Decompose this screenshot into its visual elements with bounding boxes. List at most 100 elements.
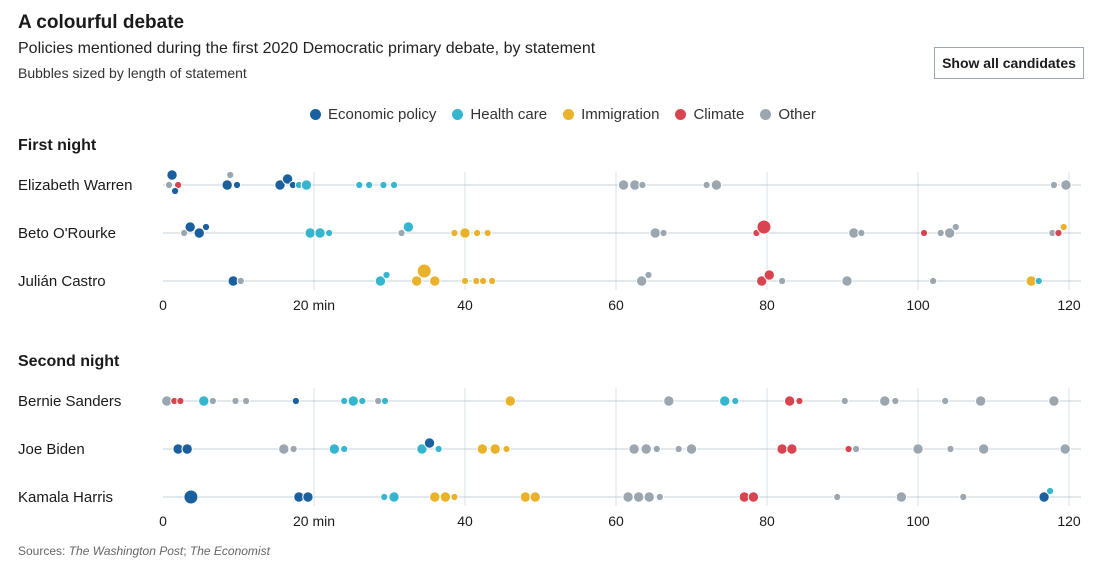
x-tick-label-first-night-0: 0 xyxy=(159,297,167,313)
bubble-julian-castro-cli xyxy=(763,269,775,281)
bubble-bernie-sanders-hc xyxy=(358,396,367,406)
bubble-beto-o-rourke-oth xyxy=(180,228,189,238)
bubble-elizabeth-warren-oth xyxy=(710,179,723,191)
bubble-beto-o-rourke-eco xyxy=(201,222,211,232)
bubble-beto-o-rourke-eco xyxy=(193,227,205,239)
x-tick-label-second-night-120: 120 xyxy=(1057,513,1081,529)
bubble-kamala-harris-eco xyxy=(183,489,199,505)
bubble-joe-biden-oth xyxy=(912,443,924,455)
bubble-elizabeth-warren-hc xyxy=(300,179,313,191)
bubble-julian-castro-imm xyxy=(429,275,441,287)
bubble-beto-o-rourke-imm xyxy=(472,228,482,238)
bubble-joe-biden-oth xyxy=(278,443,290,455)
sources-prefix: Sources: xyxy=(18,544,69,558)
bubble-beto-o-rourke-oth xyxy=(944,227,956,239)
bubble-beto-o-rourke-eco xyxy=(184,221,196,233)
bubble-elizabeth-warren-eco xyxy=(170,186,180,196)
x-tick-label-second-night-80: 80 xyxy=(759,513,775,529)
bubble-joe-biden-oth xyxy=(946,444,955,454)
candidate-label-elizabeth-warren: Elizabeth Warren xyxy=(18,177,133,194)
bubble-joe-biden-eco xyxy=(423,437,436,449)
legend-swatch-health-care xyxy=(452,109,464,120)
bubble-elizabeth-warren-hc xyxy=(389,180,399,190)
bubble-julian-castro-oth xyxy=(635,275,648,287)
bubble-kamala-harris-cli xyxy=(747,491,760,503)
bubble-bernie-sanders-oth xyxy=(891,396,900,406)
bubble-joe-biden-oth xyxy=(977,443,990,455)
bubble-beto-o-rourke-imm xyxy=(450,228,459,238)
show-all-candidates-button[interactable]: Show all candidates xyxy=(934,47,1084,79)
bubble-kamala-harris-imm xyxy=(529,491,541,503)
bubble-joe-biden-oth xyxy=(640,443,652,455)
bubble-bernie-sanders-hc xyxy=(347,395,359,407)
bubble-beto-o-rourke-oth xyxy=(936,228,945,238)
legend-swatch-other xyxy=(760,109,772,120)
bubble-bernie-sanders-oth xyxy=(941,396,950,406)
bubble-elizabeth-warren-oth xyxy=(164,180,174,190)
x-tick-label-second-night-0: 0 xyxy=(159,513,167,529)
bubble-julian-castro-hc xyxy=(382,270,391,280)
bubble-julian-castro-cli xyxy=(756,275,768,287)
bubble-julian-castro-imm xyxy=(416,263,432,279)
panel-title-first-night: First night xyxy=(18,137,97,154)
bubble-elizabeth-warren-eco xyxy=(166,169,178,181)
bubble-bernie-sanders-oth xyxy=(231,396,240,406)
bubble-bernie-sanders-oth xyxy=(879,395,891,407)
bubble-julian-castro-oth xyxy=(644,270,653,280)
bubble-elizabeth-warren-oth xyxy=(1049,180,1059,190)
candidate-label-bernie-sanders: Bernie Sanders xyxy=(18,393,121,410)
bubble-kamala-harris-oth xyxy=(622,491,634,503)
bubble-kamala-harris-eco xyxy=(302,491,314,503)
bubble-elizabeth-warren-oth xyxy=(702,180,711,190)
bubble-joe-biden-hc xyxy=(416,443,428,455)
bubble-bernie-sanders-hc xyxy=(198,395,210,407)
bubble-beto-o-rourke-oth xyxy=(659,228,668,238)
bubble-beto-o-rourke-cli xyxy=(1054,228,1063,238)
bubble-beto-o-rourke-hc xyxy=(304,227,316,239)
bubble-bernie-sanders-oth xyxy=(840,396,849,406)
bubble-julian-castro-imm xyxy=(479,276,488,286)
bubble-julian-castro-oth xyxy=(841,275,853,287)
bubble-elizabeth-warren-oth xyxy=(617,179,630,191)
bubble-elizabeth-warren-hc xyxy=(355,180,364,190)
bubble-joe-biden-hc xyxy=(434,444,443,454)
x-tick-label-second-night-40: 40 xyxy=(457,513,473,529)
bubble-kamala-harris-imm xyxy=(429,491,441,503)
bubble-elizabeth-warren-eco xyxy=(232,180,242,190)
bubble-kamala-harris-oth xyxy=(655,492,664,502)
bubble-bernie-sanders-cli xyxy=(783,395,796,407)
legend-label-immigration: Immigration xyxy=(581,106,660,123)
bubble-beto-o-rourke-hc xyxy=(402,221,415,233)
bubble-elizabeth-warren-eco xyxy=(221,179,233,191)
bubble-kamala-harris-hc xyxy=(1046,486,1055,496)
bubble-julian-castro-imm xyxy=(472,276,481,286)
bubble-joe-biden-imm xyxy=(476,443,489,455)
candidate-label-julian-castro: Julián Castro xyxy=(18,273,106,290)
bubble-julian-castro-imm xyxy=(488,276,497,286)
legend-label-other: Other xyxy=(778,106,816,123)
legend-item-health-care: Health care xyxy=(452,106,547,123)
bubble-joe-biden-oth xyxy=(289,444,298,454)
x-tick-label-second-night-20: 20 min xyxy=(293,513,335,529)
bubble-julian-castro-imm xyxy=(410,275,423,287)
bubble-kamala-harris-oth xyxy=(895,491,908,503)
legend-swatch-economic-policy xyxy=(310,109,321,120)
legend-label-climate: Climate xyxy=(693,106,745,123)
bubble-bernie-sanders-imm xyxy=(504,395,516,407)
x-tick-label-second-night-100: 100 xyxy=(906,513,930,529)
bubble-elizabeth-warren-eco xyxy=(274,179,286,191)
bubble-bernie-sanders-oth xyxy=(974,395,987,407)
bubble-beto-o-rourke-hc xyxy=(314,227,326,239)
bubble-julian-castro-oth xyxy=(236,276,245,286)
legend-swatch-climate xyxy=(675,109,687,120)
bubble-kamala-harris-imm xyxy=(450,492,459,502)
bubble-kamala-harris-oth xyxy=(632,491,645,503)
bubble-joe-biden-oth xyxy=(1059,443,1071,455)
bubble-joe-biden-hc xyxy=(328,443,341,455)
bubble-joe-biden-oth xyxy=(685,443,698,455)
bubble-kamala-harris-imm xyxy=(439,491,452,503)
x-tick-label-first-night-120: 120 xyxy=(1057,297,1081,313)
bubble-beto-o-rourke-oth xyxy=(397,228,406,238)
candidate-label-kamala-harris: Kamala Harris xyxy=(18,489,113,506)
source-economist: The Economist xyxy=(189,544,270,558)
